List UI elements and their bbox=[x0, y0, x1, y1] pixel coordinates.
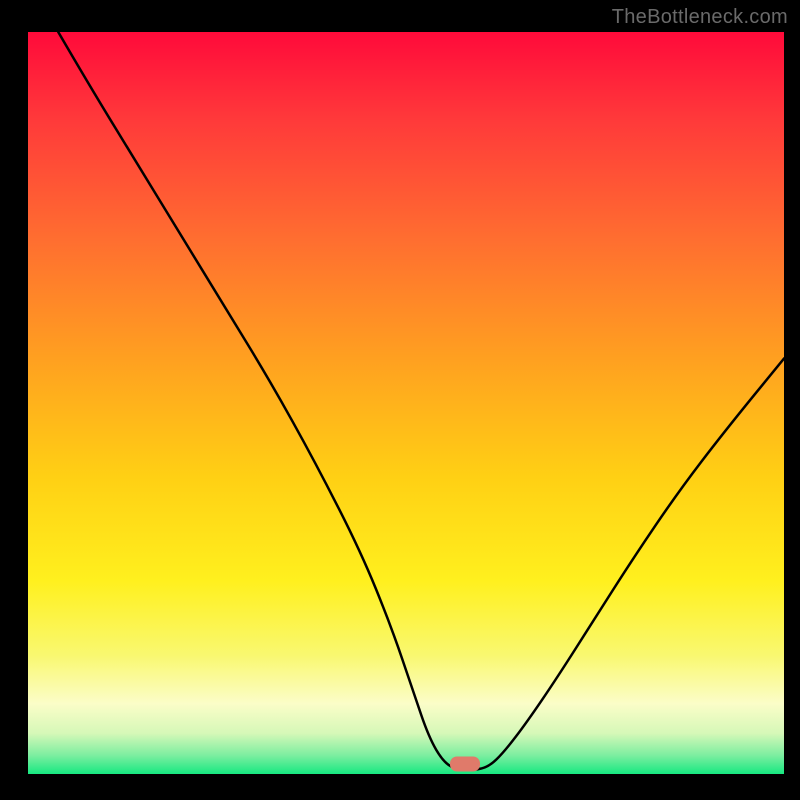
plot-area bbox=[28, 32, 784, 774]
bottleneck-curve bbox=[28, 32, 784, 774]
watermark-label: TheBottleneck.com bbox=[612, 6, 788, 29]
minimum-marker bbox=[450, 757, 480, 772]
chart-frame: TheBottleneck.com bbox=[0, 0, 800, 800]
